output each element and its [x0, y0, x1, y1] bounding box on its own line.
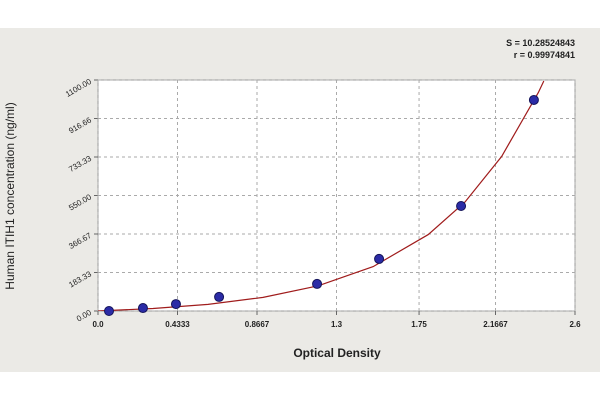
fit-curve — [98, 80, 545, 311]
data-point — [456, 201, 467, 211]
x-axis-label: Optical Density — [293, 346, 381, 360]
annotation: S = 10.28524843 — [506, 38, 575, 48]
data-point — [528, 94, 539, 105]
x-tick-label: 1.3 — [331, 320, 343, 329]
data-point — [374, 253, 385, 264]
data-point — [312, 278, 323, 289]
data-point — [214, 291, 225, 302]
data-point — [137, 303, 148, 314]
y-axis-label: Human ITIH1 concentration (ng/ml) — [3, 102, 17, 289]
annotation: r = 0.99974841 — [514, 50, 575, 60]
x-tick-label: 2.1667 — [483, 320, 508, 329]
x-tick-label: 0.4333 — [165, 320, 190, 329]
data-point — [170, 299, 181, 310]
x-tick-label: 2.6 — [569, 320, 581, 329]
x-tick-label: 1.75 — [411, 320, 427, 329]
data-point — [104, 306, 115, 316]
x-tick-label: 0.0 — [92, 320, 104, 329]
x-tick-label: 0.8667 — [245, 320, 270, 329]
